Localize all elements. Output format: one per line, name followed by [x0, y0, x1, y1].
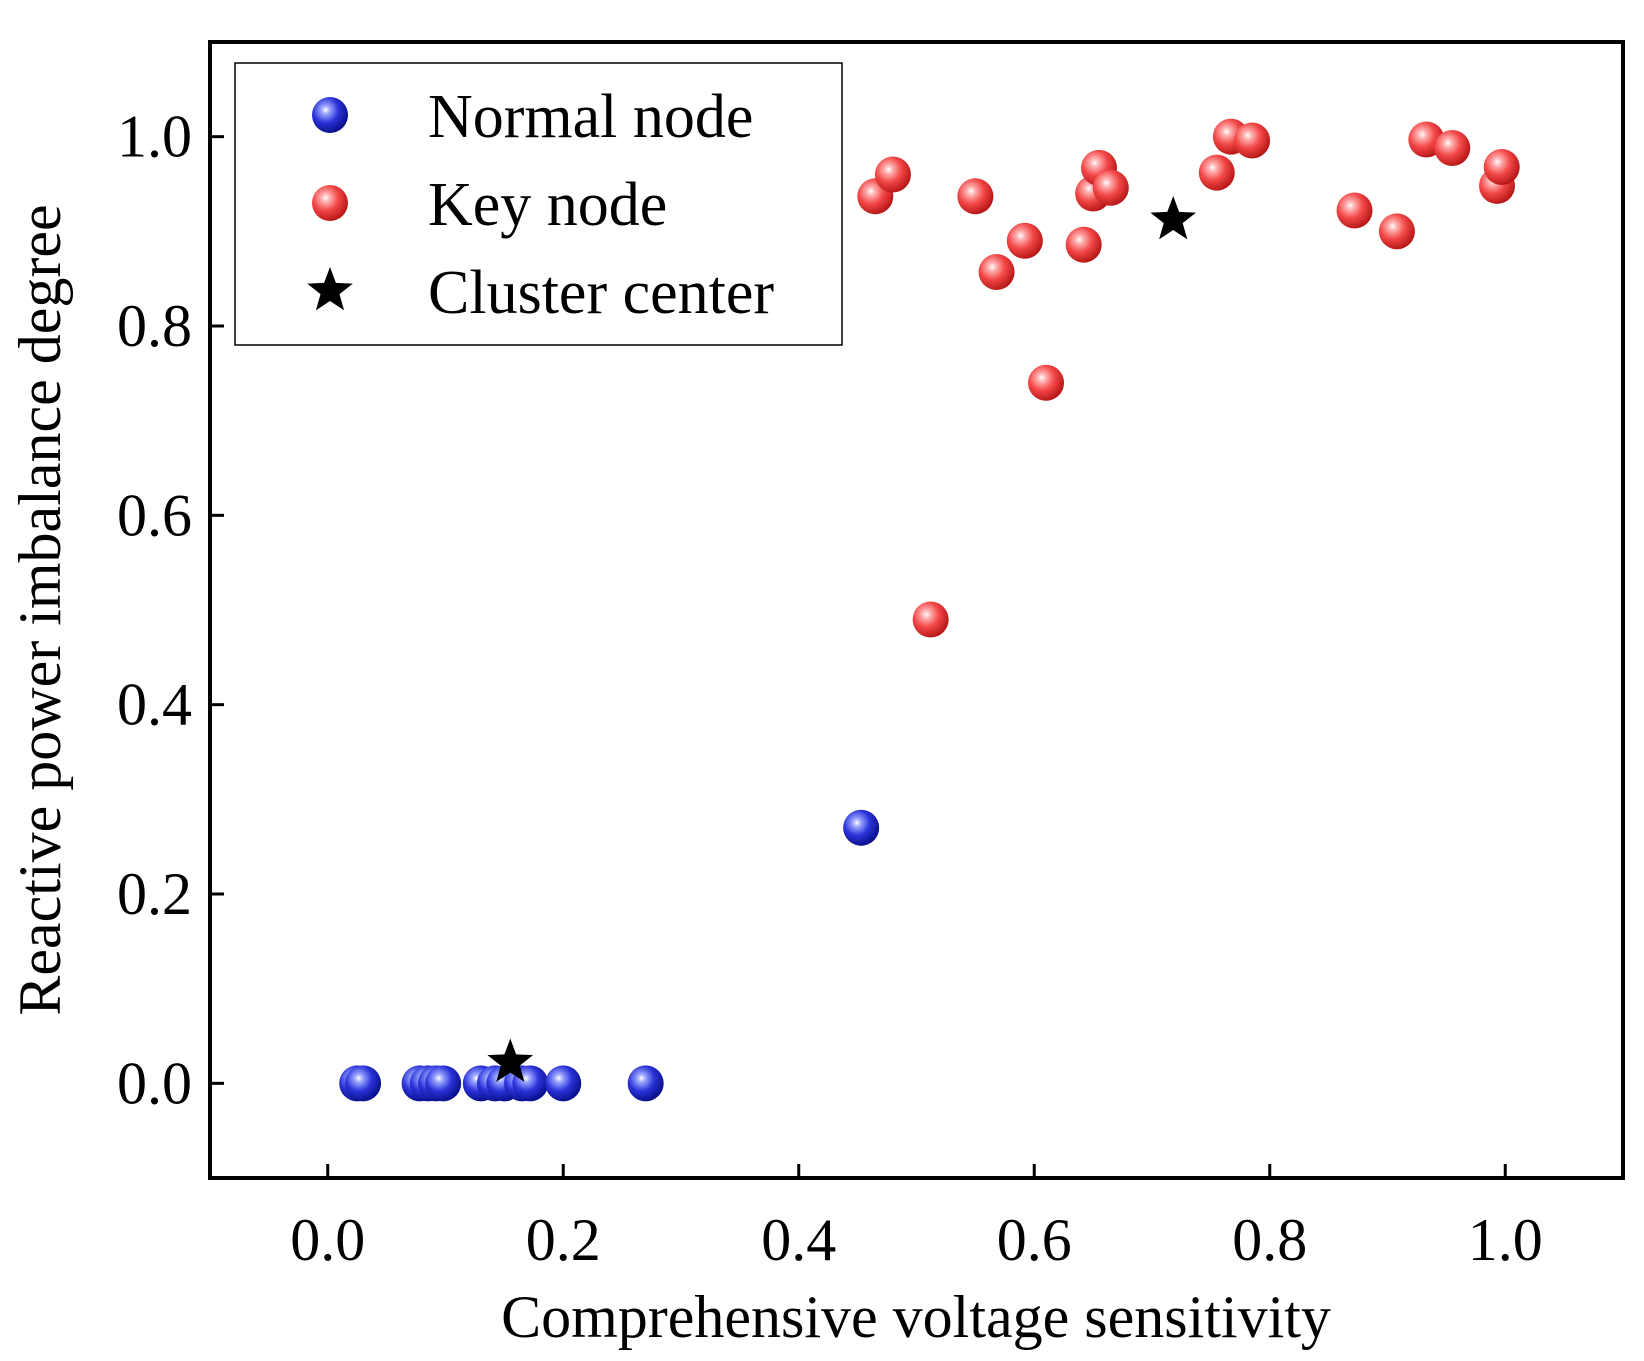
key-node-point — [1378, 213, 1415, 250]
y-axis-title: Reactive power imbalance degree — [7, 204, 73, 1015]
key-node-point — [957, 178, 994, 215]
key-node-point — [912, 601, 949, 638]
key-node-point — [1028, 364, 1065, 401]
normal-node-point — [545, 1065, 582, 1102]
normal-node-point — [627, 1065, 664, 1102]
x-tick-label: 0.2 — [526, 1207, 601, 1273]
cluster-center-point — [1150, 196, 1196, 240]
key-node-point — [1483, 148, 1520, 185]
y-tick-label: 0.4 — [117, 672, 192, 738]
x-tick-label: 1.0 — [1468, 1207, 1543, 1273]
x-axis-ticks: 0.0 0.2 0.4 0.6 0.8 1.0 — [290, 1164, 1543, 1273]
key-node-point — [1434, 130, 1471, 167]
data-points — [339, 118, 1520, 1102]
y-tick-label: 0.0 — [117, 1050, 192, 1116]
x-tick-label: 0.8 — [1232, 1207, 1307, 1273]
key-node-point — [1336, 192, 1373, 229]
normal-node-point — [843, 809, 880, 846]
key-node-point — [1065, 226, 1102, 263]
x-axis-title: Comprehensive voltage sensitivity — [501, 1284, 1331, 1350]
x-tick-label: 0.0 — [290, 1207, 365, 1273]
x-tick-label: 0.6 — [997, 1207, 1072, 1273]
legend-key-node-marker — [312, 185, 348, 221]
legend-key-node-label: Key node — [428, 171, 667, 239]
key-node-point — [874, 156, 911, 193]
normal-node-point — [345, 1065, 382, 1102]
x-tick-label: 0.4 — [761, 1207, 836, 1273]
legend-cluster-center-marker — [307, 267, 353, 311]
legend-normal-node-label: Normal node — [428, 83, 753, 151]
key-node-point — [1006, 222, 1043, 259]
key-node-point — [1198, 154, 1235, 191]
y-axis-ticks: 0.0 0.2 0.4 0.6 0.8 1.0 — [117, 104, 224, 1116]
key-node-point — [1234, 122, 1271, 159]
normal-node-point — [425, 1065, 462, 1102]
y-tick-label: 0.2 — [117, 861, 192, 927]
legend: Normal node Key node Cluster center — [234, 62, 843, 346]
y-tick-label: 1.0 — [117, 104, 192, 170]
legend-cluster-center-label: Cluster center — [428, 259, 774, 327]
plot-frame — [208, 40, 1625, 1180]
key-node-point — [1092, 169, 1129, 206]
cluster-center-point — [487, 1038, 534, 1082]
y-tick-label: 0.8 — [117, 293, 192, 359]
legend-normal-node-marker — [312, 97, 348, 133]
key-node-point — [978, 254, 1015, 291]
y-tick-label: 0.6 — [117, 482, 192, 548]
